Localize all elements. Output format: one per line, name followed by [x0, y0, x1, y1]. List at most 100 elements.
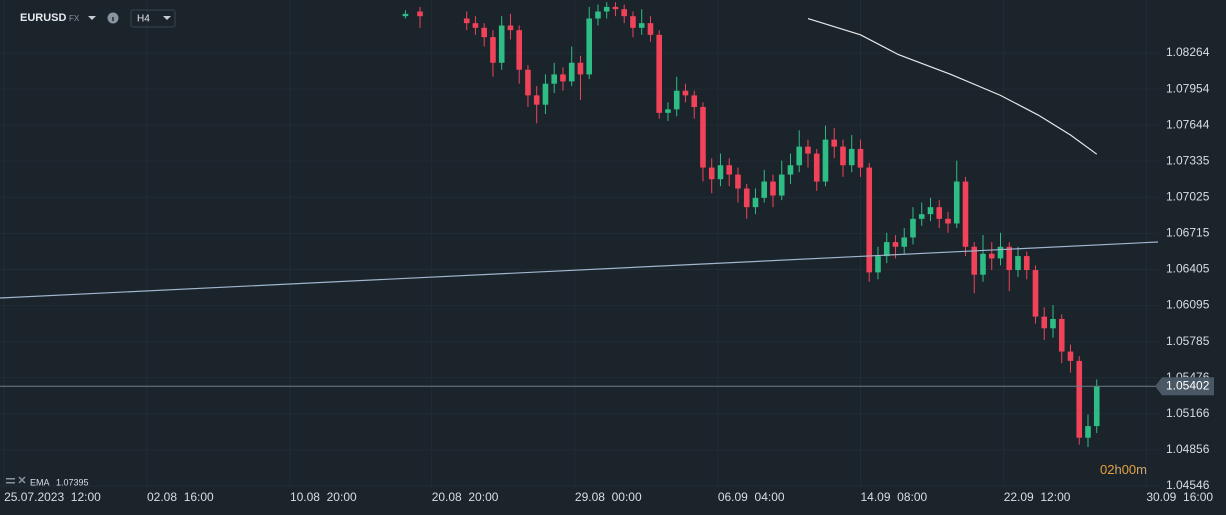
candle-body [892, 242, 899, 247]
y-tick-label: 1.04546 [1166, 478, 1210, 492]
candle-body [1041, 316, 1048, 329]
x-tick-label: 29.08 00:00 [575, 490, 642, 504]
candle-body [962, 181, 969, 247]
x-tick-label: 20.08 20:00 [432, 490, 499, 504]
candle-body [630, 16, 636, 28]
candle-body [831, 139, 838, 147]
candle-body [603, 6, 610, 12]
candle-body [761, 181, 768, 198]
candle-body [647, 23, 654, 35]
toolbar[interactable]: EURUSD FX H4 [20, 9, 176, 28]
y-tick-label: 1.07644 [1166, 117, 1210, 131]
candle-body [551, 74, 558, 84]
candle-body [752, 197, 759, 208]
candle-body [840, 146, 846, 166]
candle-body [1076, 360, 1083, 438]
candle-body [481, 27, 488, 38]
timeframe[interactable]: H4 [137, 14, 150, 25]
symbol-dropdown[interactable] [88, 16, 96, 20]
candle-body [1058, 318, 1065, 352]
y-tick-label: 1.05785 [1166, 334, 1210, 348]
x-tick-label: 25.07.2023 12:00 [4, 490, 101, 504]
candle-body [735, 174, 741, 189]
candle-body [971, 246, 978, 275]
countdown-part: 00 [1122, 462, 1136, 477]
y-tick-label: 1.06715 [1166, 226, 1210, 240]
candle-body [778, 174, 785, 196]
y-tick-label: 1.08264 [1166, 45, 1210, 59]
candle-body [577, 62, 584, 75]
countdown: 02h00m [1100, 462, 1147, 477]
x-tick-label: 30.09 16:00 [1146, 490, 1213, 504]
candle-body [988, 253, 995, 259]
candle-body [901, 237, 908, 247]
plot-area [0, 2, 1158, 448]
candle-body [726, 165, 733, 175]
candle-body [1085, 426, 1091, 438]
candle-body [708, 167, 715, 180]
last-price-tag [1155, 377, 1214, 396]
candle-body [507, 25, 514, 31]
candle-body [560, 74, 566, 82]
candle-body [568, 62, 575, 82]
candle-body [848, 148, 855, 166]
candle-body [533, 95, 540, 105]
x-tick-label: 14.09 08:00 [860, 490, 927, 504]
y-tick-label: 1.06095 [1166, 298, 1210, 312]
candle-body [770, 181, 776, 196]
candle-body [1006, 246, 1013, 271]
countdown-part: h [1114, 462, 1121, 477]
candle-body [936, 207, 943, 219]
candle-body [586, 18, 593, 75]
grid [0, 0, 1158, 487]
candle-body [1023, 256, 1030, 271]
ema-value: 1.07395 [56, 477, 89, 487]
candle-body [417, 11, 423, 17]
candle-body [665, 109, 671, 113]
y-tick-label: 1.07025 [1166, 189, 1210, 203]
x-tick-label: 02.08 16:00 [147, 490, 214, 504]
trend-line [0, 241, 1158, 299]
candle-body [490, 37, 496, 63]
candle-body [542, 83, 549, 105]
y-tick-label: 1.05166 [1166, 406, 1210, 420]
indicator-icon[interactable] [6, 478, 15, 480]
candle-body [595, 11, 601, 19]
timeframe-box[interactable] [130, 9, 176, 28]
candle-body [682, 90, 689, 96]
candle-body [918, 214, 925, 219]
y-tick-label: 1.04856 [1166, 442, 1210, 456]
candle-body [691, 95, 698, 108]
candle-body [621, 9, 628, 17]
candle-body [1032, 270, 1039, 317]
candle-body [498, 25, 505, 63]
candle-body [656, 34, 663, 113]
candle-body [883, 242, 890, 257]
candle-body [813, 153, 820, 182]
candle-body [805, 146, 811, 154]
candle-body [525, 69, 531, 96]
candle-body [857, 148, 864, 168]
candle-body [787, 165, 794, 175]
indicator-legend: EMA 1.07395 [6, 476, 89, 487]
remove-indicator[interactable] [18, 476, 26, 484]
candle-body [866, 167, 873, 273]
candle-body [910, 218, 916, 238]
candle-body [953, 181, 960, 224]
candle-body [612, 6, 619, 10]
candle-body [796, 146, 803, 166]
y-tick-label: 1.06405 [1166, 262, 1210, 276]
candle-body [463, 18, 470, 24]
candle-body [743, 188, 750, 208]
symbol[interactable]: EURUSD [20, 12, 67, 24]
candle-body [516, 30, 523, 70]
candle-body [980, 253, 986, 275]
timeframe-dropdown[interactable] [163, 16, 171, 20]
candle-body [997, 246, 1004, 259]
x-tick-label: 06.09 04:00 [718, 490, 785, 504]
indicator-icon [6, 482, 15, 484]
candle-body [717, 165, 724, 180]
y-tick-label: 1.07335 [1166, 153, 1210, 167]
